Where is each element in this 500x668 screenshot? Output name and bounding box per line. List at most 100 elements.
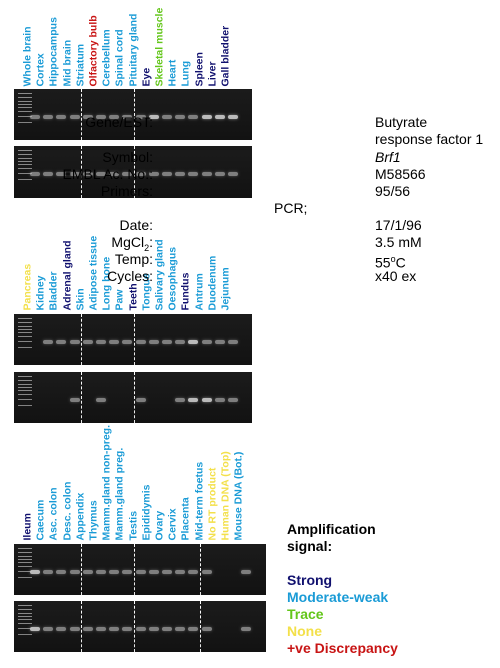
pcr-band [30, 172, 40, 176]
lane-label: Adipose tissue [87, 235, 100, 310]
pcr-band [43, 340, 54, 344]
lane-label: Lung [179, 60, 192, 86]
pcr-band [43, 627, 54, 631]
lane-label: Appendix [74, 492, 87, 540]
pcr-band [69, 398, 80, 402]
lane-label: Salivary gland [153, 238, 166, 310]
pcr-band [56, 340, 67, 344]
date-key: Date: [119, 217, 153, 233]
lane-label: Mamm.gland preg. [113, 447, 126, 540]
lane-label: No RT product [206, 467, 219, 540]
gel-image-panel-1-bottom [14, 146, 252, 198]
lane-label: Bladder [47, 270, 60, 310]
lane-label: Hippocampus [47, 16, 60, 86]
legend-discrepancy: +ve Discrepancy [287, 640, 398, 656]
pcr-band [69, 570, 80, 574]
lane-label: Spinal cord [113, 28, 126, 86]
lane-label: Cortex [34, 52, 47, 86]
lane-divider [199, 601, 201, 652]
gel-image-panel-3-bottom [14, 601, 266, 652]
pcr-band [162, 340, 172, 344]
pcr-band [96, 627, 106, 631]
mgcl-value: 3.5 mM [375, 234, 422, 250]
pcr-band [162, 115, 172, 119]
pcr-band [56, 115, 67, 119]
temp-value: 55oC [375, 254, 406, 271]
pcr-band [96, 398, 106, 402]
pcr-band [188, 627, 199, 631]
pcr-band [214, 340, 225, 344]
lane-label: Oesophagus [166, 246, 179, 310]
pcr-band [228, 398, 238, 402]
gene-key: Gene/EST: [85, 114, 153, 130]
gel-image-panel-1-top [14, 89, 252, 140]
pcr-band [109, 627, 120, 631]
gene-value-line-2: response factor 1 [375, 131, 484, 147]
pcr-band [175, 398, 186, 402]
pcr-band [56, 627, 67, 631]
pcr-band [135, 570, 146, 574]
lane-label: Pituitary gland [127, 13, 140, 86]
pcr-band [188, 115, 199, 119]
lane-divider [80, 372, 82, 423]
lane-label: Cerebellum [100, 28, 113, 86]
gel-image-panel-2-top [14, 314, 252, 365]
lane-label: Epididymis [140, 483, 153, 540]
pcr-band [201, 340, 212, 344]
pcr-band [69, 115, 80, 119]
date-value: 17/1/96 [375, 217, 422, 233]
lane-labels-panel-1: Whole brain Cortex Hippocampus Mid brain Str… [22, 2, 252, 86]
pcr-band [30, 570, 40, 574]
pcr-band [30, 115, 40, 119]
lane-label: Skeletal muscle [153, 7, 166, 86]
gene-value-line-1: Butyrate [375, 114, 428, 130]
lane-divider [133, 314, 135, 365]
pcr-band [188, 570, 199, 574]
pcr-band [135, 627, 146, 631]
temp-key: Temp: [114, 251, 153, 267]
pcr-band [214, 398, 225, 402]
lane-label: Caecum [34, 499, 47, 540]
pcr-band [82, 340, 93, 344]
pcr-band [96, 340, 106, 344]
pcr-band [148, 627, 159, 631]
pcr-band [228, 172, 238, 176]
pcr-band [109, 570, 120, 574]
pcr-band [122, 570, 133, 574]
lane-divider [80, 314, 82, 365]
pcr-band [241, 627, 252, 631]
symbol-value: Brf1 [375, 149, 401, 165]
legend-trace: Trace [287, 606, 324, 622]
pcr-band [69, 627, 80, 631]
embl-key: EMBL Ac. No.: [62, 166, 153, 182]
pcr-band [162, 627, 172, 631]
pcr-band [96, 570, 106, 574]
pcr-band [109, 340, 120, 344]
pcr-band [162, 172, 172, 176]
pcr-band [214, 115, 225, 119]
pcr-band [201, 172, 212, 176]
pcr-band [148, 340, 159, 344]
pcr-band [148, 570, 159, 574]
pcr-band [241, 570, 252, 574]
lane-label: Whole brain [21, 25, 34, 86]
embl-value: M58566 [375, 166, 426, 182]
lane-label: Mid brain [61, 39, 74, 86]
pcr-band [175, 570, 186, 574]
pcr-band [201, 570, 212, 574]
lane-label: Testis [127, 510, 140, 540]
cycles-key: Cycles: [107, 268, 153, 284]
lane-label: Eye [140, 67, 153, 86]
symbol-key: Symbol: [102, 149, 153, 165]
lane-divider [80, 89, 82, 140]
pcr-band [188, 398, 199, 402]
pcr-band [30, 627, 40, 631]
pcr-band [69, 340, 80, 344]
lane-divider [80, 601, 82, 652]
pcr-band [122, 627, 133, 631]
lane-label: Skin [74, 287, 87, 310]
pcr-band [188, 340, 199, 344]
pcr-band [162, 570, 172, 574]
cycles-value: x40 ex [375, 268, 417, 284]
primers-key: Primers: [100, 183, 153, 199]
